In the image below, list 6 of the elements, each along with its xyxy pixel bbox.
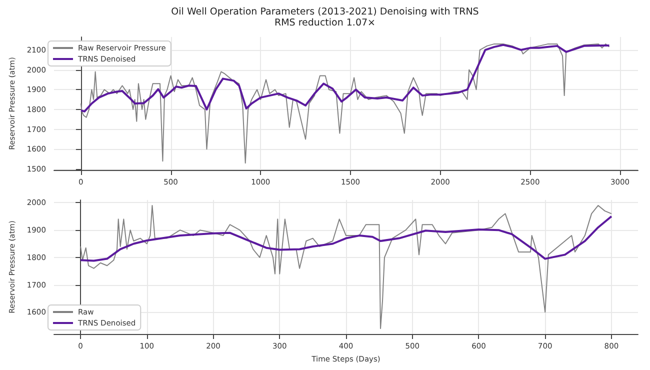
chart-title: Oil Well Operation Parameters (2013-2021) Denoising with TRNS [171,6,479,18]
line-series [80,215,612,262]
line-series [80,204,612,330]
line-series [80,44,610,112]
line-series [80,43,610,164]
chart-subtitle: RMS reduction 1.07× [274,18,376,28]
